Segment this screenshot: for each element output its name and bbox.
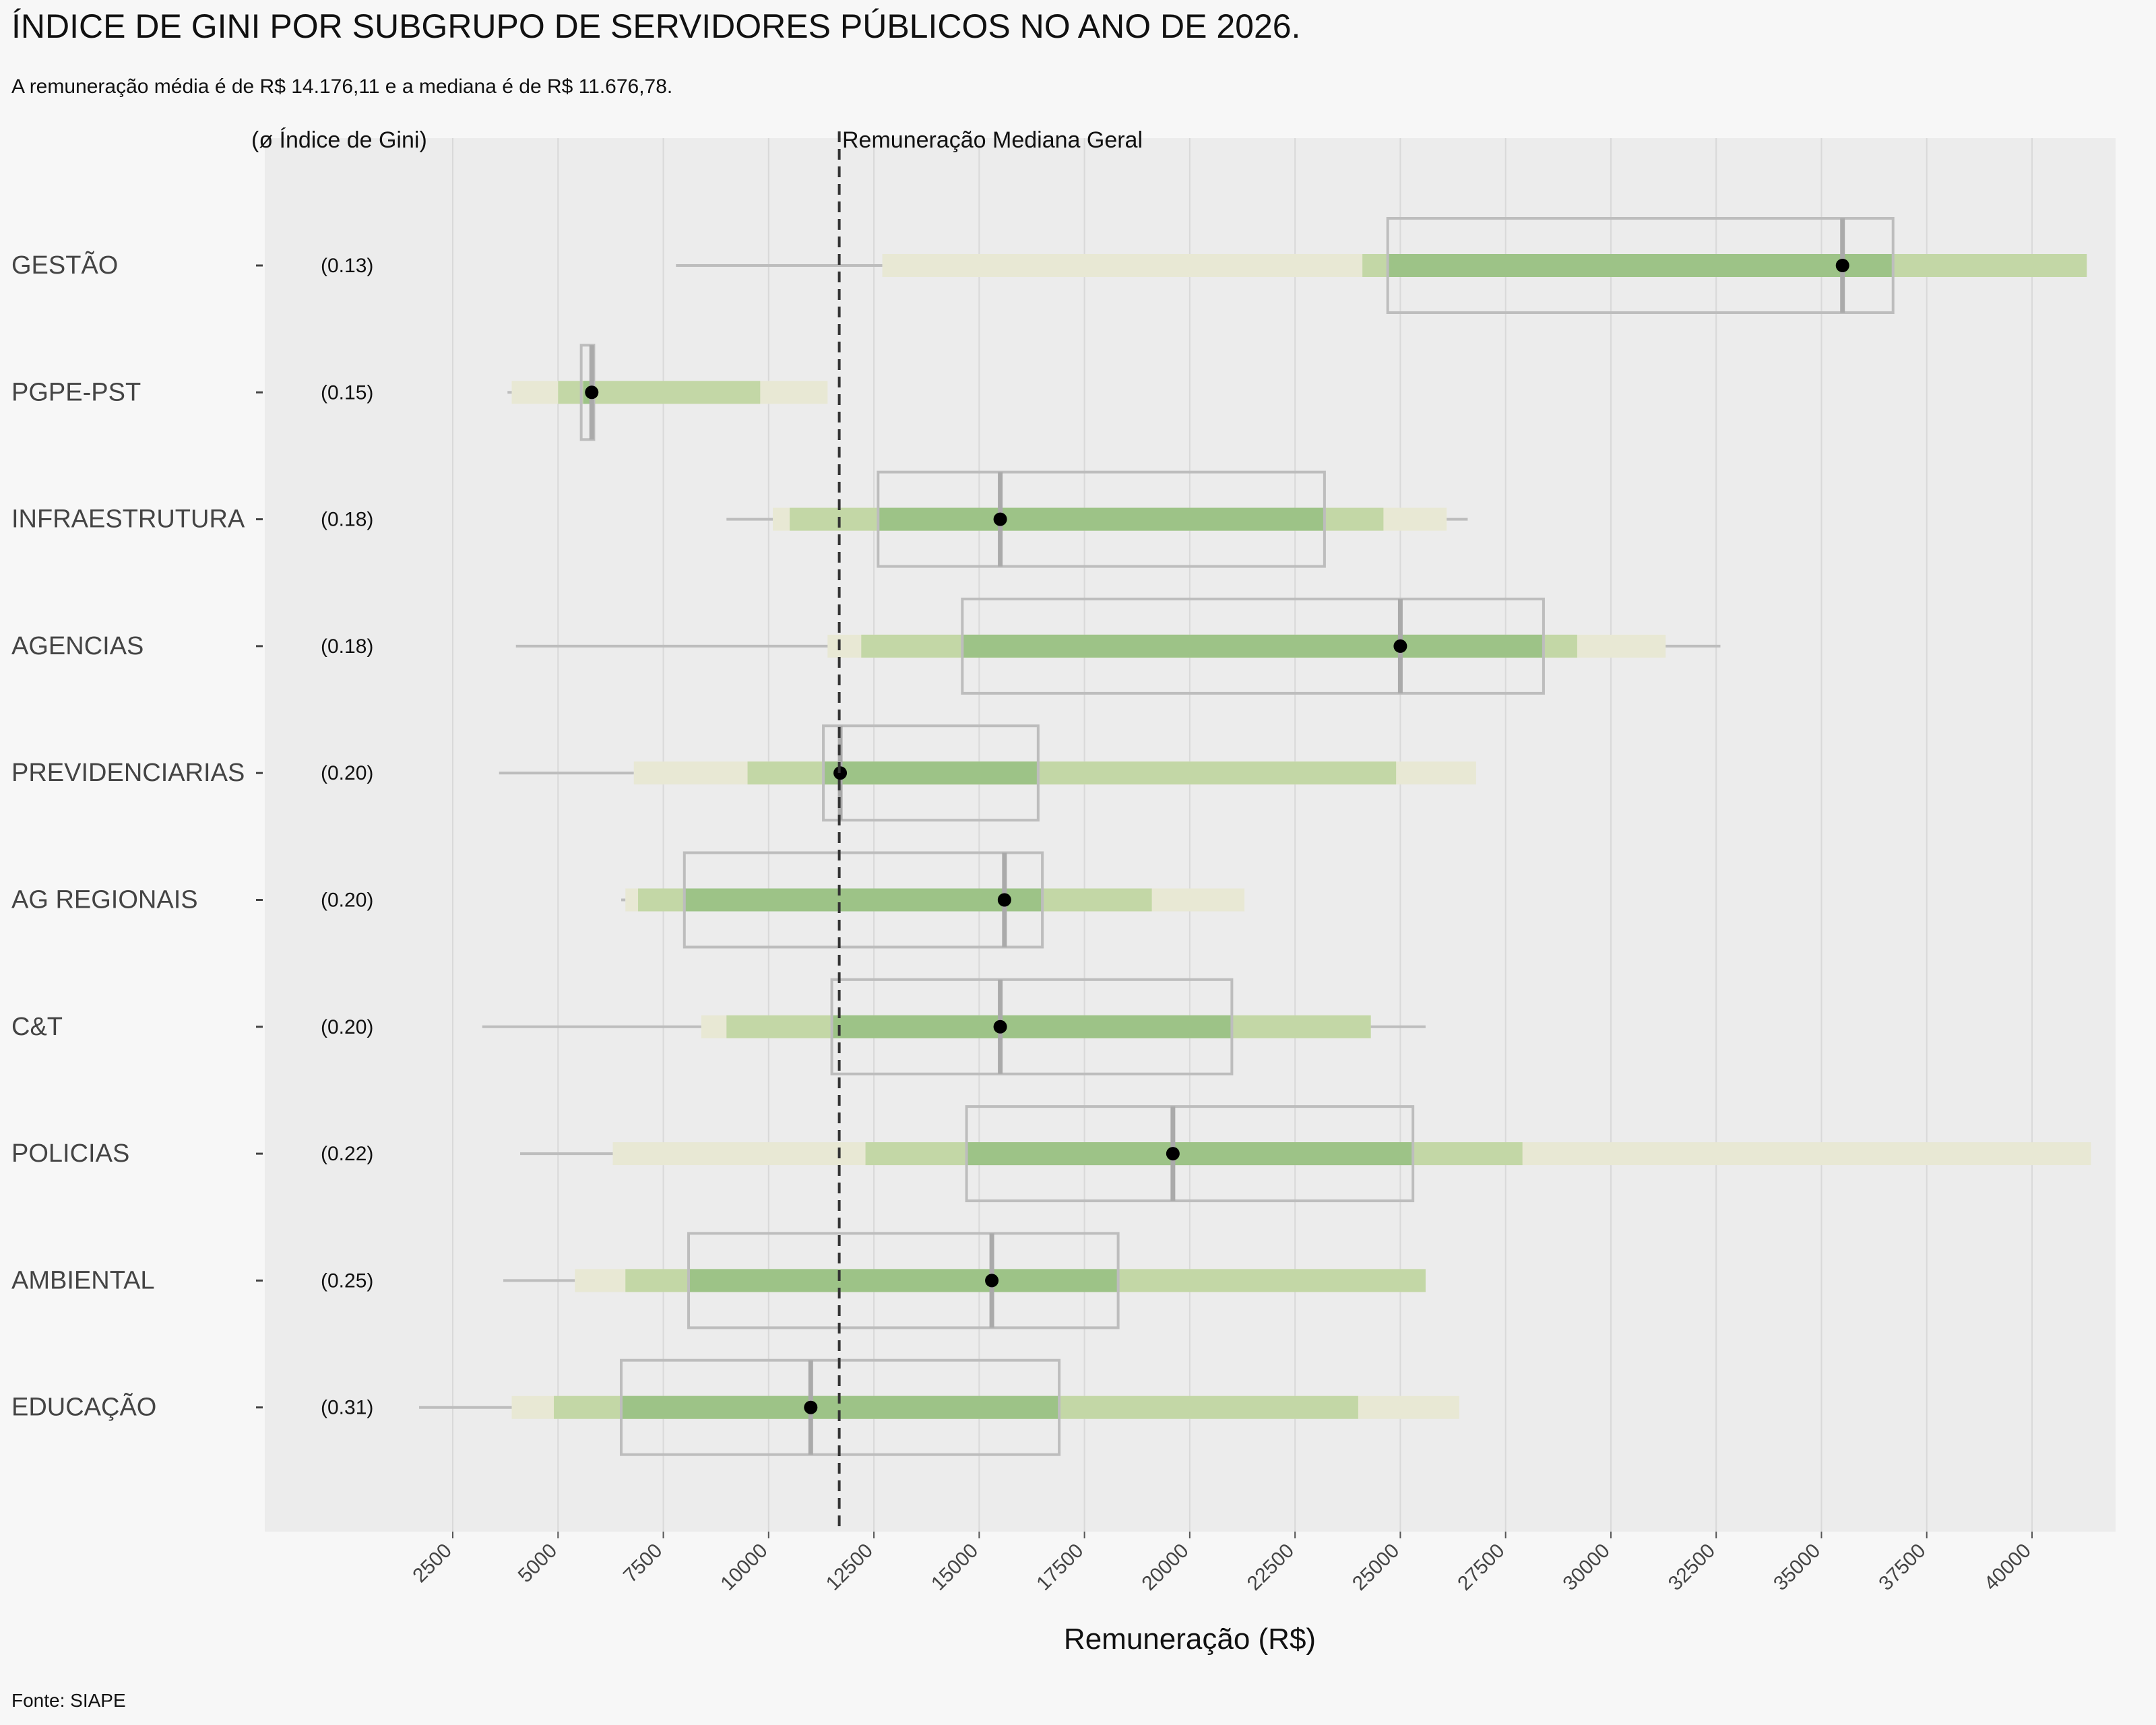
band-inner xyxy=(1387,254,1893,277)
x-tick-label-27500: 27500 xyxy=(1453,1540,1509,1595)
median-point xyxy=(833,766,848,780)
x-tick-label-15000: 15000 xyxy=(927,1540,982,1595)
chart-subtitle: A remuneração média é de R$ 14.176,11 e … xyxy=(11,75,672,98)
group-row-gest-o: GESTÃO (0.13) xyxy=(11,217,2087,314)
chart-title: ÍNDICE DE GINI POR SUBGRUPO DE SERVIDORE… xyxy=(11,7,1300,45)
box-outline xyxy=(687,1232,1120,1329)
median-point xyxy=(1166,1147,1180,1161)
x-tick-label-17500: 17500 xyxy=(1032,1540,1087,1595)
grid-lines xyxy=(452,138,2033,1532)
gini-value: (0.25) xyxy=(321,1269,373,1292)
x-tick-label-35000: 35000 xyxy=(1769,1540,1825,1595)
median-point xyxy=(993,1020,1007,1034)
gini-value: (0.31) xyxy=(321,1397,373,1419)
group-row-infraestrutura: INFRAESTRUTURA (0.18) xyxy=(11,470,1468,568)
x-tick-label-22500: 22500 xyxy=(1243,1540,1298,1595)
median-point xyxy=(804,1400,818,1414)
x-tick-label-7500: 7500 xyxy=(619,1540,667,1588)
band-inner xyxy=(966,1142,1414,1166)
x-tick-label-32500: 32500 xyxy=(1664,1540,1719,1595)
band-inner xyxy=(962,634,1544,658)
gini-value: (0.20) xyxy=(321,762,373,784)
x-tick-label-2500: 2500 xyxy=(408,1540,456,1588)
box-outline xyxy=(683,851,1044,949)
group-rows: GESTÃO (0.13) PGPE-PST (0.15) INFRAESTRUTURA… xyxy=(11,217,2091,1456)
gini-value: (0.18) xyxy=(321,509,373,531)
x-axis: 2500 5000 7500 10000 12500 15000 17500 20000 225… xyxy=(408,1532,2035,1595)
x-tick-label-12500: 12500 xyxy=(822,1540,877,1595)
category-label: AG REGIONAIS xyxy=(11,886,198,914)
group-row-c-t: C&T (0.20) xyxy=(11,978,1426,1075)
group-row-ag-regionais: AG REGIONAIS (0.20) xyxy=(11,851,1245,949)
category-label: PREVIDENCIARIAS xyxy=(11,759,245,787)
box-outline xyxy=(961,597,1545,695)
median-point xyxy=(997,893,1011,907)
band-inner xyxy=(831,1015,1232,1038)
median-point xyxy=(585,385,599,400)
box-outline xyxy=(965,1105,1415,1203)
band-inner xyxy=(878,507,1325,531)
category-label: POLICIAS xyxy=(11,1139,129,1168)
box-outline xyxy=(1386,217,1895,314)
category-label: C&T xyxy=(11,1013,63,1041)
gini-value: (0.18) xyxy=(321,635,373,658)
x-tick-label-40000: 40000 xyxy=(1980,1540,2035,1595)
band-inner xyxy=(689,1269,1118,1292)
x-tick-label-30000: 30000 xyxy=(1559,1540,1614,1595)
band-inner xyxy=(684,888,1043,912)
median-point xyxy=(1835,259,1849,272)
category-label: PGPE-PST xyxy=(11,378,141,406)
x-tick-label-20000: 20000 xyxy=(1137,1540,1193,1595)
group-row-pgpe-pst: PGPE-PST (0.15) xyxy=(11,344,828,441)
category-label: AGENCIAS xyxy=(11,632,144,660)
x-tick-label-37500: 37500 xyxy=(1874,1540,1930,1595)
median-point xyxy=(1393,639,1407,653)
gini-value: (0.13) xyxy=(321,255,373,277)
caption-source: Fonte: SIAPE xyxy=(11,1690,126,1711)
category-label: EDUCAÇÃO xyxy=(11,1393,156,1422)
category-label: AMBIENTAL xyxy=(11,1266,155,1294)
gini-value: (0.20) xyxy=(321,1016,373,1038)
gini-column-header: (ø Índice de Gini) xyxy=(251,127,427,153)
box-outline xyxy=(830,978,1234,1075)
median-point xyxy=(985,1274,999,1288)
group-row-agencias: AGENCIAS (0.18) xyxy=(11,597,1721,695)
gini-value: (0.22) xyxy=(321,1143,373,1165)
category-label: GESTÃO xyxy=(11,251,118,280)
group-row-policias: POLICIAS (0.22) xyxy=(11,1105,2091,1203)
category-label: INFRAESTRUTURA xyxy=(11,505,245,534)
median-point xyxy=(993,512,1007,526)
gini-value: (0.15) xyxy=(321,381,373,404)
x-axis-title: Remuneração (R$) xyxy=(1064,1623,1316,1656)
box-outline xyxy=(877,470,1326,568)
x-tick-label-5000: 5000 xyxy=(514,1540,562,1588)
gini-value: (0.20) xyxy=(321,889,373,912)
x-tick-label-25000: 25000 xyxy=(1348,1540,1403,1595)
group-row-previdenciarias: PREVIDENCIARIAS (0.20) xyxy=(11,724,1476,822)
box-outline xyxy=(822,724,1040,822)
band-inner xyxy=(823,761,1038,785)
reference-line-label: Remuneração Mediana Geral xyxy=(842,127,1143,153)
x-tick-label-10000: 10000 xyxy=(716,1540,771,1595)
group-row-ambiental: AMBIENTAL (0.25) xyxy=(11,1232,1426,1329)
